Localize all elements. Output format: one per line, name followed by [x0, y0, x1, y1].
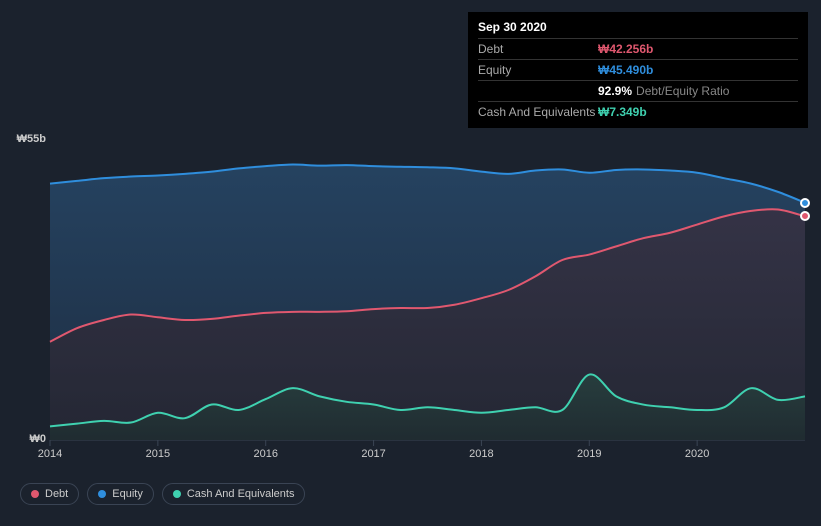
x-axis-label: 2020: [685, 448, 709, 460]
legend-item-debt[interactable]: Debt: [20, 483, 79, 505]
chart-container: { "chart": { "type": "area", "background…: [0, 0, 821, 526]
x-axis-label: 2017: [361, 448, 385, 460]
legend: Debt Equity Cash And Equivalents: [20, 483, 305, 505]
x-axis-label: 2018: [469, 448, 493, 460]
legend-label: Equity: [112, 488, 143, 500]
legend-label: Debt: [45, 488, 68, 500]
end-dot-equity[interactable]: [800, 198, 810, 208]
legend-item-cash-and-equivalents[interactable]: Cash And Equivalents: [162, 483, 306, 505]
x-axis-label: 2014: [38, 448, 62, 460]
x-axis-label: 2015: [146, 448, 170, 460]
x-axis-label: 2019: [577, 448, 601, 460]
legend-dot-icon: [31, 490, 39, 498]
legend-label: Cash And Equivalents: [187, 488, 295, 500]
end-dot-debt[interactable]: [800, 211, 810, 221]
legend-dot-icon: [173, 490, 181, 498]
legend-item-equity[interactable]: Equity: [87, 483, 154, 505]
legend-dot-icon: [98, 490, 106, 498]
x-axis-label: 2016: [253, 448, 277, 460]
